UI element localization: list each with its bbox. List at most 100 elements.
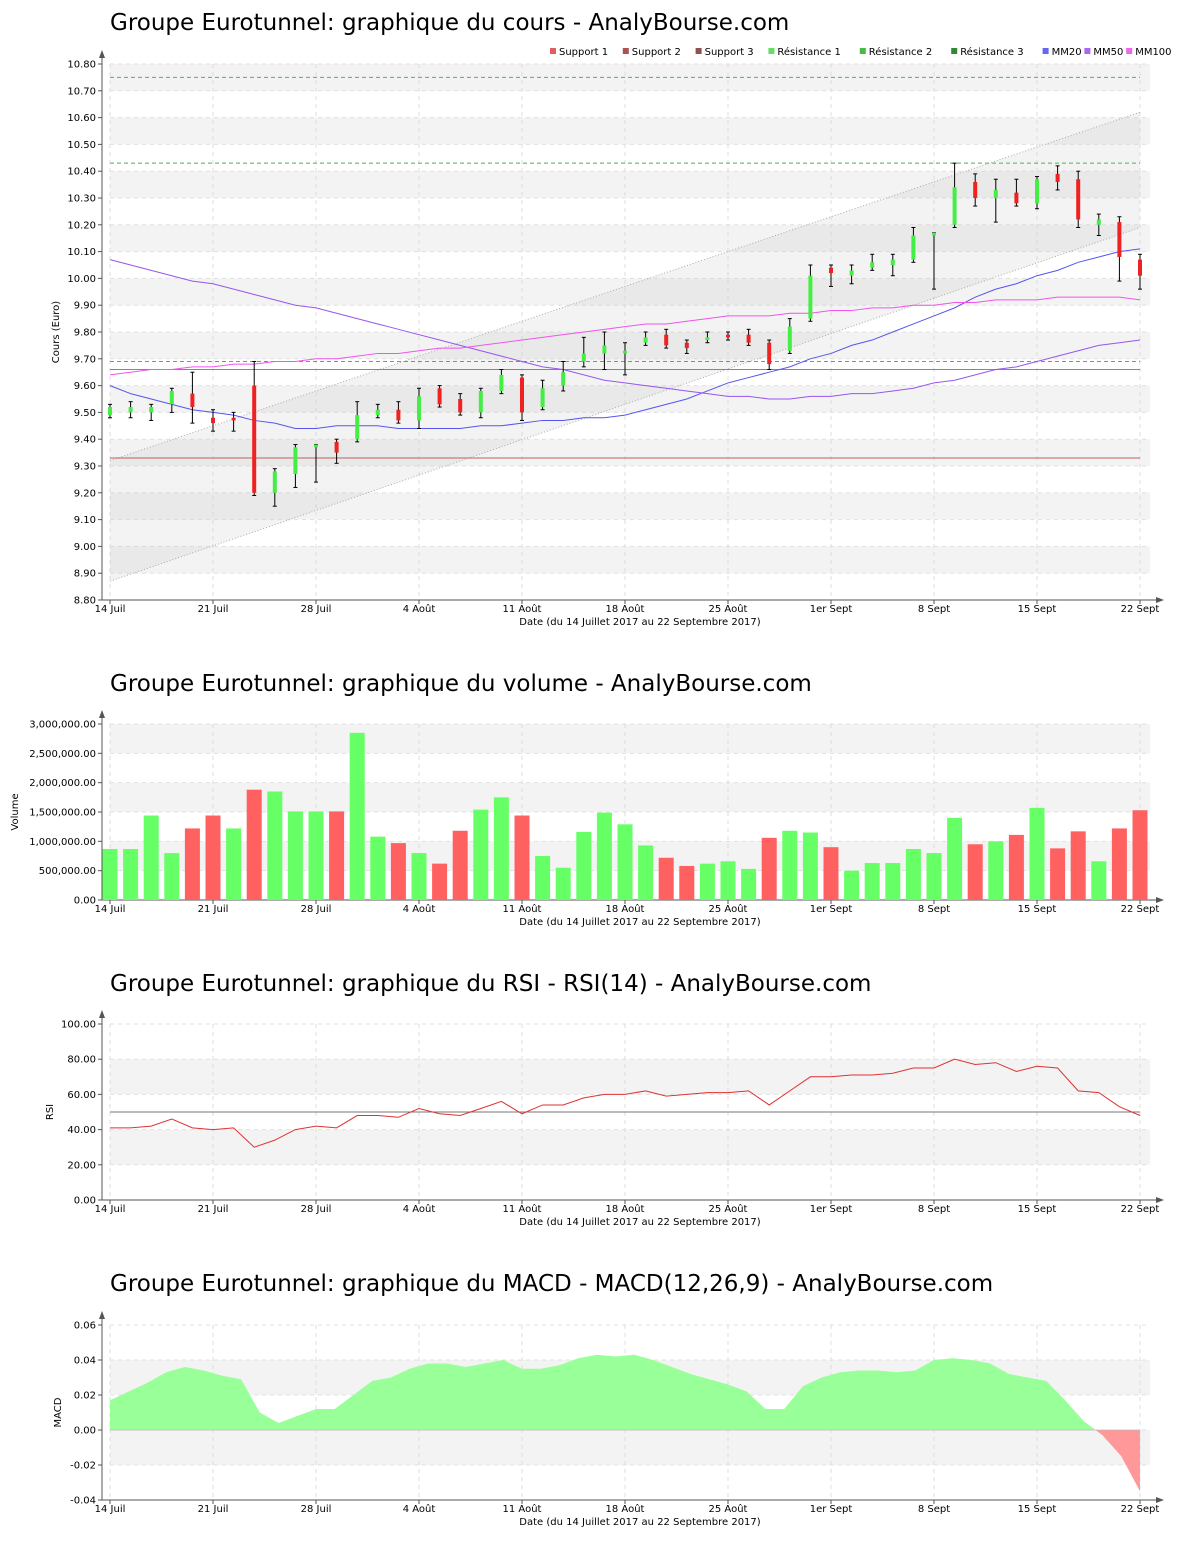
price-candle: [1117, 216, 1122, 282]
price-y-tick-label: 9.90: [74, 301, 96, 312]
price-legend-label: Résistance 3: [960, 46, 1023, 58]
price-legend-label: Support 3: [705, 47, 754, 58]
price-candle: [293, 444, 298, 488]
price-candle-body: [396, 409, 401, 421]
macd-y-arrow: [99, 1311, 105, 1319]
macd-x-tick-label: 18 Août: [606, 1503, 645, 1515]
macd-y-tick-label: 0.06: [74, 1321, 96, 1332]
price-candle: [540, 379, 545, 411]
volume-x-tick-label: 4 Août: [403, 903, 436, 915]
price-series-mm50: [109, 259, 1141, 400]
price-y-tick-label: 10.40: [67, 167, 96, 178]
price-candle: [108, 403, 112, 419]
volume-bar: [802, 832, 818, 900]
price-band: [110, 385, 1150, 413]
macd-x-tick-label: 8 Sept: [918, 1504, 950, 1515]
rsi-y-tick-label: 80.00: [67, 1055, 96, 1066]
price-candle-body: [870, 262, 875, 268]
volume-bar: [1132, 810, 1148, 900]
price-channel-upper: [109, 111, 1141, 462]
price-candle-body: [1014, 192, 1019, 204]
price-candle-body: [602, 345, 607, 354]
volume-y-tick-label: 0.00: [74, 896, 96, 907]
volume-bar: [885, 863, 901, 900]
macd-negative-area: [1095, 1430, 1140, 1492]
price-legend-label: MM20: [1052, 47, 1082, 58]
price-band: [110, 546, 1150, 574]
volume-bar: [782, 830, 798, 900]
macd-y-axis-label: MACD: [53, 1397, 64, 1427]
price-candle: [272, 468, 277, 507]
price-candle-body: [890, 259, 895, 265]
price-legend-label: MM100: [1135, 47, 1171, 58]
price-y-tick-label: 10.30: [67, 194, 96, 205]
price-candle-body: [108, 407, 112, 416]
price-x-tick-label: 18 Août: [606, 603, 645, 615]
price-candle: [952, 162, 957, 228]
volume-bar: [761, 837, 777, 900]
price-candle: [705, 331, 710, 344]
price-candle-body: [829, 267, 833, 274]
macd-y-tick-label: -0.04: [70, 1496, 96, 1507]
macd-positive-area: [110, 1354, 1096, 1430]
price-x-tick-label: 21 Juil: [198, 604, 229, 615]
price-candle-body: [849, 270, 854, 276]
price-legend-label: Résistance 1: [777, 46, 840, 58]
macd-x-tick-label: 22 Sept: [1121, 1504, 1160, 1515]
volume-bar: [576, 831, 592, 900]
macd-x-tick-label: 21 Juil: [198, 1504, 229, 1515]
volume-bar: [741, 868, 757, 900]
macd-y-tick-label: 0.04: [74, 1356, 96, 1367]
price-candle-body: [952, 187, 957, 225]
volume-bar: [988, 841, 1004, 900]
macd-band: [110, 1430, 1150, 1465]
volume-bar: [638, 845, 654, 900]
price-candle: [1055, 165, 1060, 191]
price-candle-body: [767, 342, 772, 365]
macd-y-tick-label: 0.00: [74, 1426, 96, 1437]
volume-bar: [514, 815, 530, 900]
price-candle-body: [355, 415, 360, 440]
price-y-tick-label: 9.80: [74, 328, 96, 339]
price-x-tick-label: 1er Sept: [810, 604, 853, 615]
price-candle-body: [705, 337, 710, 341]
price-x-tick-label: 8 Sept: [918, 604, 950, 615]
price-candle: [520, 374, 524, 421]
price-candle-body: [726, 334, 730, 338]
price-candle-body: [993, 189, 998, 198]
volume-y-tick-label: 1,500,000.00: [29, 808, 96, 819]
volume-bar: [535, 856, 551, 900]
price-candle: [746, 328, 751, 346]
volume-bar: [905, 848, 921, 900]
volume-bar: [432, 863, 448, 900]
price-candle-body: [211, 417, 215, 424]
price-x-tick-label: 11 Août: [503, 603, 542, 615]
volume-bar: [164, 853, 180, 900]
price-y-tick-label: 10.50: [67, 140, 96, 151]
price-legend-label: Support 2: [632, 47, 681, 58]
volume-x-tick-label: 15 Sept: [1018, 904, 1057, 915]
price-candle: [911, 226, 916, 263]
price-legend-label: MM50: [1093, 47, 1123, 58]
price-x-tick-label: 15 Sept: [1018, 604, 1057, 615]
volume-x-tick-label: 25 Août: [709, 903, 748, 915]
volume-bar: [473, 809, 489, 900]
price-y-tick-label: 10.00: [67, 274, 96, 285]
rsi-x-tick-label: 25 Août: [709, 1203, 748, 1215]
price-candle-body: [932, 232, 936, 236]
price-candle-body: [334, 441, 339, 453]
rsi-y-tick-label: 20.00: [67, 1160, 96, 1171]
price-candle-body: [623, 350, 627, 354]
volume-bar: [555, 867, 571, 900]
volume-x-tick-label: 14 Juil: [95, 904, 126, 915]
volume-bar: [308, 811, 324, 900]
price-candle: [231, 411, 236, 432]
price-legend-swatch: [695, 48, 702, 54]
price-candle-body: [973, 181, 978, 198]
macd-y-tick-label: 0.02: [74, 1391, 96, 1402]
volume-x-tick-label: 21 Juil: [198, 904, 229, 915]
price-candle-body: [478, 390, 483, 413]
price-candle: [602, 331, 607, 371]
volume-bar: [411, 853, 427, 900]
